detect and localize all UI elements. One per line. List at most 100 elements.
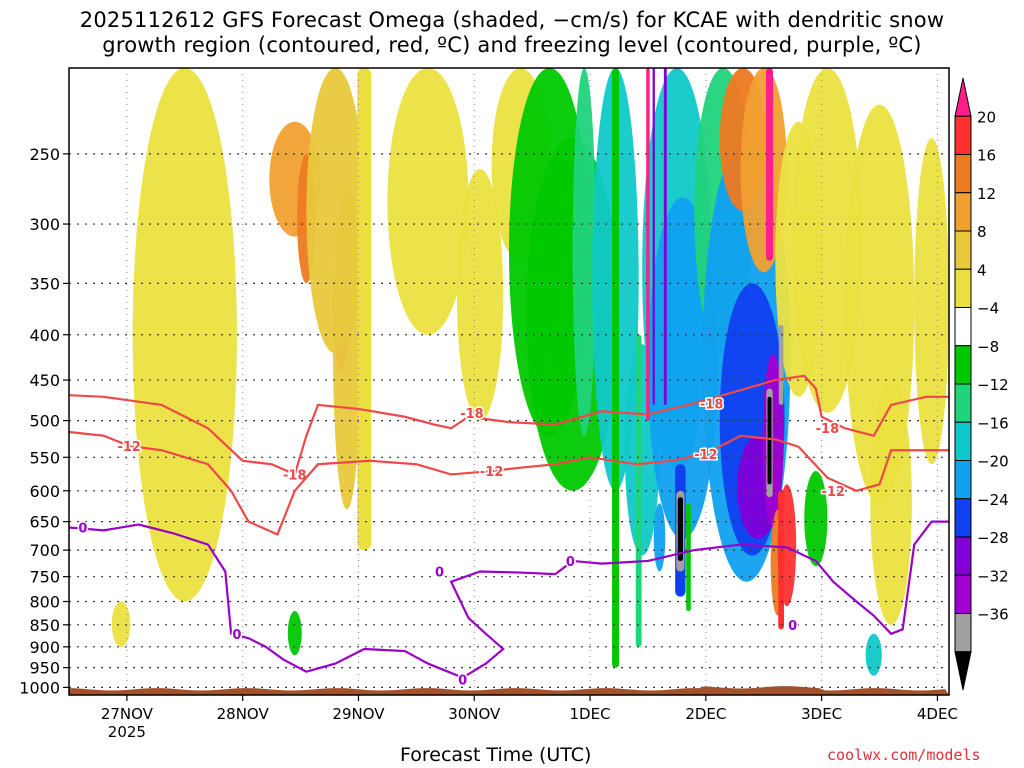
dgz-contour--18 [69, 374, 949, 476]
colorbar-legend: 20 16 12 8 4 −4 −8 −12 −16 −20 −24 −28 −32 −36 [954, 77, 1009, 691]
ytick-label-550: 550 [29, 448, 60, 467]
ground-surface [69, 686, 949, 695]
dgz-contour--12-label-2: -12 [694, 448, 718, 463]
omega-cell-28 [792, 68, 863, 413]
ytick-label-950: 950 [29, 659, 60, 678]
ytick-label-400: 400 [29, 326, 60, 345]
omega-streak-12 [646, 68, 650, 421]
colorbar-label-7: −12 [977, 376, 1009, 394]
dgz-contour--12-label-3: -12 [821, 485, 845, 500]
ytick-label-500: 500 [29, 412, 60, 431]
colorbar-label-1: 16 [977, 147, 996, 165]
freezing-level-contour-label-4: 0 [458, 674, 467, 689]
ytick-label-300: 300 [29, 215, 60, 234]
omega-cell-5 [387, 68, 469, 335]
colorbar-swatch-7 [954, 345, 972, 385]
xtick-label-3: 30NOV [448, 705, 501, 723]
ytick-label-750: 750 [29, 568, 60, 587]
contour-lines: -18 -18 -18 -18 -12 -12 -12 -12 0 0 0 0 0 0 [69, 374, 949, 690]
xtick-label-5: 2DEC [685, 705, 726, 723]
omega-cell-4 [306, 68, 365, 354]
colorbar-label-10: −24 [977, 491, 1009, 509]
omega-cell-33 [865, 633, 882, 676]
dgz-contour--18-label-3: -18 [816, 422, 840, 437]
freezing-level-contour-label-1: 0 [232, 628, 241, 643]
omega-streak-10 [778, 325, 784, 405]
freezing-level-contour-label-0: 0 [78, 521, 87, 536]
xtick-sublabel-0: 2025 [108, 723, 146, 741]
ytick-label-700: 700 [29, 541, 60, 560]
colorbar-swatch-6 [954, 307, 972, 347]
ytick-label-650: 650 [29, 513, 60, 532]
xtick-label-1: 28NOV [217, 705, 270, 723]
omega-streak-13 [663, 68, 667, 405]
ytick-label-450: 450 [29, 371, 60, 390]
colorbar-label-11: −28 [977, 529, 1009, 547]
colorbar-label-8: −16 [977, 414, 1009, 432]
colorbar-swatch-13 [954, 574, 972, 614]
omega-streak-7 [778, 490, 784, 630]
omega-cell-12 [572, 68, 596, 436]
dgz-contour--18-label-1: -18 [460, 407, 484, 422]
omega-cell-6 [456, 168, 504, 421]
colorbar-swatch-0 [954, 77, 972, 117]
xtick-label-7: 4DEC [917, 705, 958, 723]
dgz-contour--12 [69, 430, 949, 536]
ytick-label-600: 600 [29, 482, 60, 501]
omega-streak-9 [686, 503, 691, 612]
colorbar-swatch-8 [954, 383, 972, 423]
freezing-level-contour [69, 520, 949, 679]
omega-streak-11 [767, 396, 772, 485]
colorbar-label-0: 20 [977, 108, 996, 126]
xtick-label-2: 29NOV [332, 705, 385, 723]
colorbar-label-13: −36 [977, 606, 1009, 624]
colorbar-label-2: 12 [977, 185, 996, 203]
colorbar-swatch-11 [954, 498, 972, 538]
dgz-contour--18-label-0: -18 [283, 468, 307, 483]
colorbar-label-12: −32 [977, 567, 1009, 585]
xtick-label-0: 27NOV [101, 705, 154, 723]
xtick-label-6: 3DEC [801, 705, 842, 723]
omega-cell-21 [740, 68, 787, 273]
ytick-label-800: 800 [29, 593, 60, 612]
plot-frame [68, 67, 950, 696]
terrain-ground [69, 686, 949, 695]
freezing-level-contour-label-3: 0 [566, 555, 575, 570]
colorbar-swatch-1 [954, 115, 972, 155]
omega-streak-4 [766, 68, 773, 261]
omega-streak-8 [677, 497, 683, 561]
omega-streak-14 [652, 68, 655, 405]
freezing-level-contour-label-5: 0 [788, 619, 797, 634]
colorbar-swatch-2 [954, 154, 972, 194]
colorbar-swatch-10 [954, 460, 972, 500]
omega-cell-35 [287, 611, 302, 656]
ytick-label-900: 900 [29, 638, 60, 657]
colorbar-label-3: 8 [977, 223, 987, 241]
omega-cell-32 [914, 138, 949, 465]
omega-shading [111, 68, 949, 676]
ytick-label-850: 850 [29, 616, 60, 635]
freezing-level-contour-label-2: 0 [435, 566, 444, 581]
colorbar-label-6: −8 [977, 338, 999, 356]
colorbar-swatch-14 [954, 613, 972, 653]
colorbar-swatch-9 [954, 421, 972, 461]
ytick-label-250: 250 [29, 145, 60, 164]
omega-cell-34 [111, 601, 131, 647]
dgz-contour--18-label-2: -18 [700, 397, 724, 412]
chart-title-line2: growth region (contoured, red, ºC) and f… [102, 33, 922, 57]
dgz-contour--12-label-1: -12 [480, 465, 504, 480]
omega-streak-3 [612, 68, 619, 668]
dgz-contour--12-label-0: -12 [117, 440, 141, 455]
colorbar-swatch-5 [954, 268, 972, 308]
xtick-label-4: 1DEC [570, 705, 611, 723]
colorbar-label-9: −20 [977, 453, 1009, 471]
colorbar-swatch-15 [954, 651, 972, 691]
colorbar-label-5: −4 [977, 300, 999, 318]
omega-cell-31 [870, 380, 912, 625]
colorbar-label-4: 4 [977, 261, 987, 279]
grid-lines [69, 68, 949, 695]
credit-link[interactable]: coolwx.com/models [827, 746, 981, 764]
omega-cell-15 [653, 503, 666, 572]
colorbar-swatch-3 [954, 192, 972, 232]
colorbar-swatch-4 [954, 230, 972, 270]
